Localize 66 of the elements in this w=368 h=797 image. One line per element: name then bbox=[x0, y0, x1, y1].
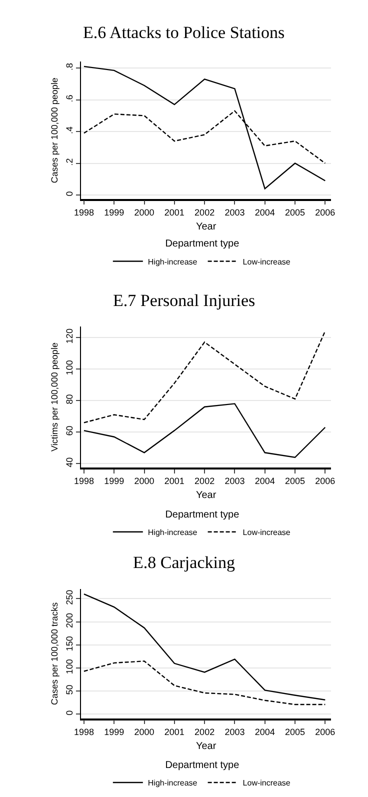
chart-title: E.6 Attacks to Police Stations bbox=[83, 23, 285, 42]
legend-title: Department type bbox=[165, 760, 240, 771]
y-tick-label: 80 bbox=[64, 394, 74, 404]
y-tick-label: .8 bbox=[64, 62, 74, 70]
x-tick-label: 2004 bbox=[254, 476, 275, 486]
y-tick-label: 100 bbox=[64, 360, 74, 376]
y-tick-label: 0 bbox=[64, 191, 74, 196]
x-tick-label: 1999 bbox=[104, 726, 124, 737]
x-tick-label: 2005 bbox=[285, 208, 306, 218]
chart-title: E.8 Carjacking bbox=[133, 553, 236, 572]
x-tick-label: 2001 bbox=[164, 208, 184, 218]
legend-label: High-increase bbox=[148, 257, 198, 266]
x-tick-label: 1998 bbox=[74, 476, 94, 486]
legend-label: Low-increase bbox=[242, 778, 291, 788]
legend-label: High-increase bbox=[148, 528, 198, 537]
y-tick-label: 200 bbox=[64, 612, 74, 628]
y-tick-label: 0 bbox=[64, 710, 74, 716]
x-tick-label: 2002 bbox=[194, 476, 215, 486]
line-series bbox=[83, 403, 326, 458]
x-axis-title: Year bbox=[196, 740, 217, 752]
x-tick-label: 2005 bbox=[285, 476, 306, 486]
y-tick-label: .6 bbox=[64, 94, 74, 102]
x-tick-label: 2002 bbox=[194, 208, 215, 218]
x-tick-label: 1999 bbox=[104, 208, 124, 218]
y-tick-label: .4 bbox=[64, 126, 74, 134]
y-tick-label: 40 bbox=[64, 457, 74, 468]
chart-title: E.7 Personal Injuries bbox=[113, 291, 256, 310]
y-tick-label: 50 bbox=[64, 684, 74, 695]
line-series bbox=[83, 594, 326, 700]
x-tick-label: 2005 bbox=[285, 726, 306, 737]
x-tick-label: 2000 bbox=[134, 208, 154, 218]
y-axis-title: Cases per 100,000 people bbox=[50, 78, 60, 184]
line-series bbox=[83, 660, 326, 706]
x-tick-label: 1999 bbox=[104, 476, 124, 486]
x-axis-title: Year bbox=[196, 222, 217, 233]
y-axis-title: Victims per 100,000 people bbox=[50, 342, 60, 452]
x-tick-label: 2006 bbox=[315, 726, 336, 737]
y-tick-label: .2 bbox=[64, 158, 74, 166]
x-tick-label: 2003 bbox=[224, 208, 245, 218]
x-tick-label: 2000 bbox=[134, 726, 154, 737]
x-tick-label: 2004 bbox=[254, 208, 275, 218]
legend-label: Low-increase bbox=[242, 528, 291, 537]
y-tick-label: 150 bbox=[64, 636, 74, 652]
x-tick-label: 2000 bbox=[134, 476, 154, 486]
legend-title: Department type bbox=[165, 509, 240, 520]
x-tick-label: 2003 bbox=[224, 726, 245, 737]
x-tick-label: 2001 bbox=[164, 476, 184, 486]
x-tick-label: 2004 bbox=[254, 726, 275, 737]
y-tick-label: 60 bbox=[64, 426, 74, 436]
x-tick-label: 1998 bbox=[74, 726, 94, 737]
y-tick-label: 120 bbox=[64, 328, 74, 344]
legend-label: Low-increase bbox=[242, 257, 291, 266]
y-tick-label: 250 bbox=[64, 590, 74, 605]
legend-label: High-increase bbox=[148, 778, 198, 788]
y-axis-title: Cases per 100,000 tracks bbox=[50, 602, 60, 705]
line-series bbox=[83, 66, 326, 190]
legend-title: Department type bbox=[165, 238, 240, 250]
x-tick-label: 2002 bbox=[194, 726, 215, 737]
x-axis-title: Year bbox=[196, 490, 217, 502]
x-tick-label: 1998 bbox=[74, 208, 94, 218]
x-tick-label: 2003 bbox=[224, 476, 245, 486]
x-tick-label: 2006 bbox=[315, 208, 336, 218]
line-series bbox=[83, 330, 326, 424]
x-tick-label: 2001 bbox=[164, 726, 184, 737]
x-tick-label: 2006 bbox=[315, 476, 336, 486]
y-tick-label: 100 bbox=[64, 659, 74, 674]
